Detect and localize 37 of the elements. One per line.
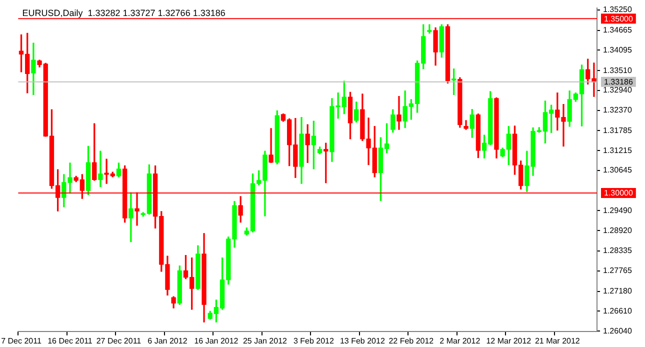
y-tick-label: 1.31785	[603, 126, 632, 135]
y-tick-label: 1.32370	[603, 106, 632, 115]
y-tick-label: 1.31215	[603, 146, 632, 155]
x-tick-label: 16 Jan 2012	[194, 336, 239, 346]
x-tick-label: 13 Feb 2012	[340, 336, 386, 346]
y-tick-label: 1.27765	[603, 266, 632, 276]
x-tick-label: 22 Feb 2012	[388, 336, 434, 346]
x-tick-label: 2 Mar 2012	[440, 336, 481, 346]
y-tick-label: 1.27180	[603, 286, 632, 296]
y-tick-label: 1.33510	[603, 66, 632, 75]
y-tick-label: 1.26040	[603, 326, 632, 336]
x-tick-label: 6 Jan 2012	[148, 336, 188, 346]
x-tick-label: 27 Dec 2011	[96, 336, 142, 346]
x-tick-label: 7 Dec 2011	[1, 336, 42, 346]
y-tick-label: 1.28335	[603, 246, 632, 256]
x-tick-label: 12 Mar 2012	[486, 336, 532, 346]
x-tick-label: 25 Jan 2012	[242, 336, 288, 346]
y-tick-label: 1.35250	[603, 5, 632, 14]
candlestick	[98, 150, 103, 188]
x-tick-label: 16 Dec 2011	[48, 336, 93, 346]
x-tick-label: 3 Feb 2012	[293, 336, 334, 346]
y-tick-label: 1.26610	[603, 306, 632, 316]
y-tick-label: 1.28920	[603, 226, 632, 235]
y-tick-label: 1.29490	[603, 206, 632, 215]
candlestick	[268, 128, 274, 163]
x-tick-label: 21 Mar 2012	[534, 336, 580, 346]
y-tick-label: 1.32940	[603, 86, 632, 95]
candlestick	[128, 192, 134, 242]
ref-line-label: 1.30000	[604, 188, 634, 198]
chart-title: EURUSD,Daily 1.33282 1.33727 1.32766 1.33186	[22, 8, 226, 18]
y-tick-label: 1.30645	[603, 166, 632, 175]
ref-line-label: 1.33186	[604, 78, 634, 87]
y-tick-label: 1.34665	[603, 25, 632, 34]
candlestick	[427, 24, 432, 34]
y-tick-label: 1.34095	[603, 45, 632, 54]
candlestick	[396, 96, 402, 130]
ref-line-label: 1.35000	[604, 14, 634, 24]
